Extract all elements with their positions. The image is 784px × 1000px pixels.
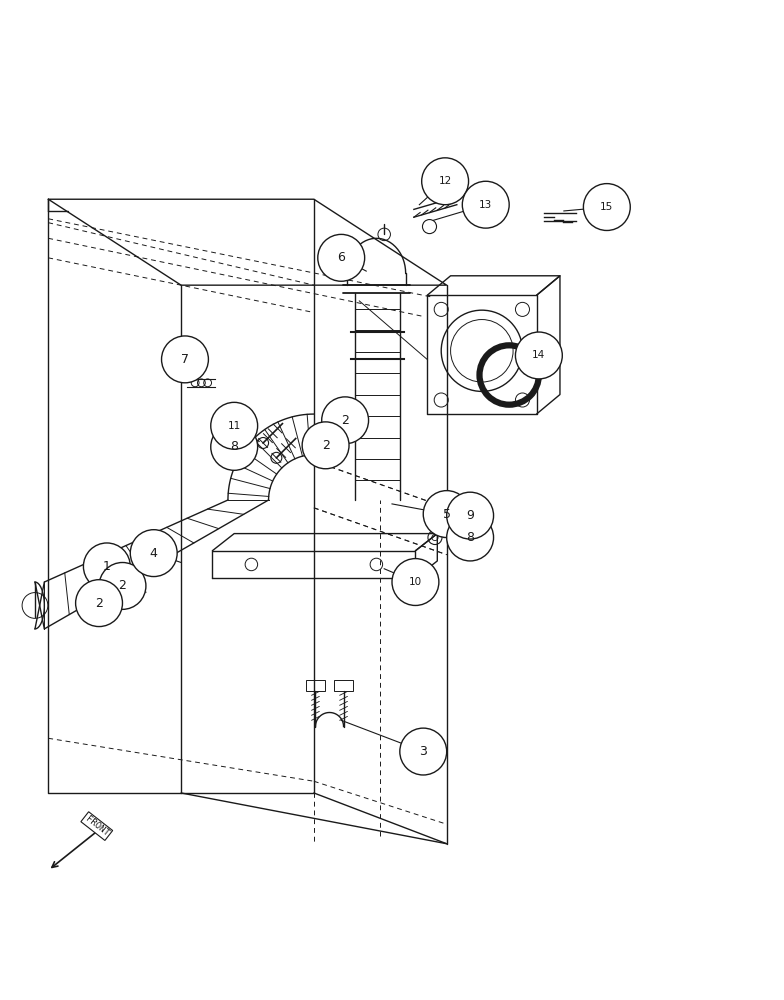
Text: 8: 8 <box>466 531 474 544</box>
Circle shape <box>583 184 630 230</box>
Circle shape <box>211 423 258 470</box>
Text: 14: 14 <box>532 350 546 360</box>
Circle shape <box>271 452 281 463</box>
Circle shape <box>75 580 122 627</box>
Text: 1: 1 <box>103 560 111 573</box>
Circle shape <box>400 728 447 775</box>
Text: 15: 15 <box>601 202 613 212</box>
Text: 3: 3 <box>419 745 427 758</box>
Circle shape <box>423 491 470 537</box>
FancyBboxPatch shape <box>334 680 353 691</box>
Circle shape <box>447 514 494 561</box>
Text: 9: 9 <box>466 509 474 522</box>
Circle shape <box>302 422 349 469</box>
Text: 7: 7 <box>181 353 189 366</box>
Circle shape <box>318 234 365 281</box>
FancyBboxPatch shape <box>306 680 325 691</box>
Text: 11: 11 <box>227 421 241 431</box>
Text: 6: 6 <box>337 251 345 264</box>
Circle shape <box>515 332 562 379</box>
Circle shape <box>99 562 146 609</box>
Text: 10: 10 <box>409 577 422 587</box>
Circle shape <box>130 530 177 577</box>
Text: 13: 13 <box>479 200 492 210</box>
Text: 2: 2 <box>341 414 349 427</box>
Text: 12: 12 <box>438 176 452 186</box>
Circle shape <box>392 559 439 605</box>
Text: FRONT: FRONT <box>83 814 110 838</box>
Circle shape <box>162 336 209 383</box>
Text: 2: 2 <box>95 597 103 610</box>
Text: 8: 8 <box>230 440 238 453</box>
Circle shape <box>447 492 494 539</box>
Circle shape <box>258 438 269 448</box>
Circle shape <box>422 158 469 205</box>
Circle shape <box>321 397 368 444</box>
Text: 2: 2 <box>118 579 126 592</box>
Text: 4: 4 <box>150 547 158 560</box>
Text: 5: 5 <box>443 508 451 521</box>
Circle shape <box>463 181 509 228</box>
Text: 2: 2 <box>321 439 329 452</box>
Circle shape <box>83 543 130 590</box>
Circle shape <box>211 402 258 449</box>
